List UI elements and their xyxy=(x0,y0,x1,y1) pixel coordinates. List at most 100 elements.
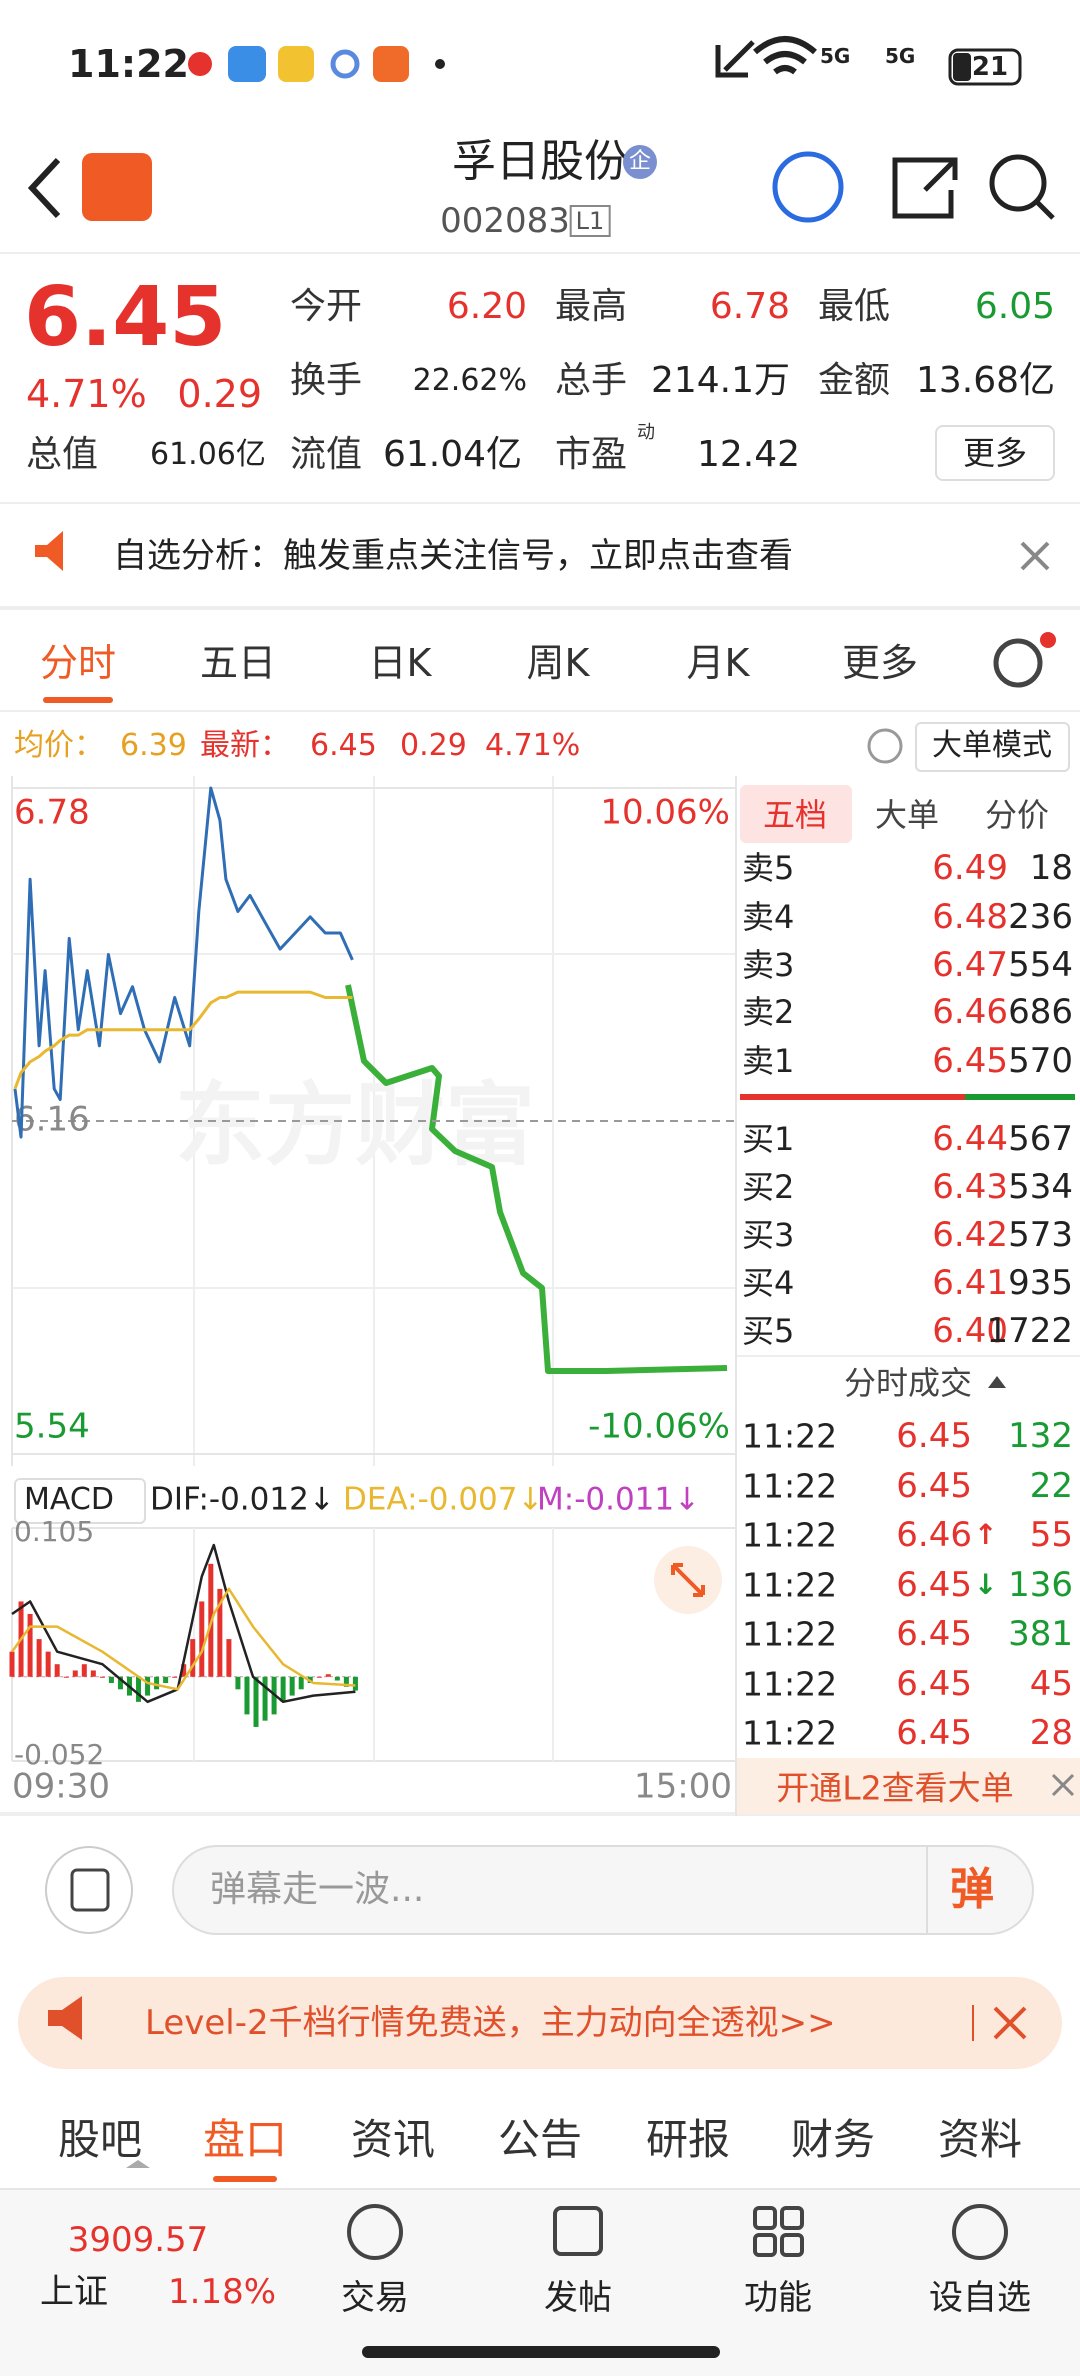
trade-time: 11:22 xyxy=(742,1466,838,1505)
bottom-tab[interactable]: 研报 xyxy=(645,2115,731,2164)
book-volume: 567 xyxy=(1008,1119,1073,1159)
macd-dif: DIF:-0.012↓ xyxy=(150,1481,335,1518)
bottom-tab[interactable]: 资讯 xyxy=(350,2115,436,2164)
more-button[interactable] xyxy=(935,425,1055,481)
comment-list-icon xyxy=(70,1868,110,1912)
macd-name[interactable]: MACD xyxy=(24,1482,114,1517)
macd-bar xyxy=(72,1670,78,1677)
x-tick-label: 15:00 xyxy=(634,1767,732,1807)
book-price: 6.46 xyxy=(932,992,1008,1032)
tab[interactable]: 月K xyxy=(686,641,750,685)
index-value[interactable]: 3909.57 xyxy=(67,2220,209,2260)
avg-value: 6.39 xyxy=(120,728,187,763)
change: 0.29 xyxy=(177,372,262,416)
trade-arrow: ↓ xyxy=(974,1567,998,1601)
field-value: 214.1万 xyxy=(650,360,790,401)
tab[interactable]: 分时 xyxy=(39,641,117,685)
tab[interactable]: 更多 xyxy=(841,641,919,685)
y-tick-label: 6.16 xyxy=(14,1100,90,1140)
footer-item[interactable]: 交易 xyxy=(341,2278,409,2318)
notice-text[interactable]: 自选分析：触发重点关注信号，立即点击查看 xyxy=(113,536,793,576)
field-label: 金额 xyxy=(818,360,891,401)
tab[interactable]: 周K xyxy=(526,641,590,685)
banner-text[interactable]: Level-2千档行情免费送，主力动向全透视>> xyxy=(145,2003,836,2043)
y2-tick-label: 10.06% xyxy=(600,793,730,833)
index-name: 上证 xyxy=(40,2272,108,2312)
book-label: 卖3 xyxy=(742,946,795,984)
more-button-text[interactable]: 更多 xyxy=(962,434,1028,472)
close-notice[interactable] xyxy=(1020,541,1050,571)
trade-volume: 45 xyxy=(1029,1663,1073,1704)
post-icon xyxy=(553,2206,603,2256)
stock-code: 002083 xyxy=(440,201,570,241)
bottom-tab[interactable]: 公告 xyxy=(497,2115,583,2164)
ai-button[interactable] xyxy=(772,151,844,223)
l2-bg xyxy=(737,1758,1080,1814)
book-price: 6.43 xyxy=(932,1167,1008,1207)
trade-volume: 136 xyxy=(1008,1564,1073,1605)
book-tab-active-bg[interactable] xyxy=(740,785,852,843)
line-series xyxy=(13,786,354,1139)
book-tab[interactable]: 大单 xyxy=(874,796,940,834)
book-volume: 935 xyxy=(1008,1263,1073,1303)
avg-label: 均价： xyxy=(14,728,104,763)
help-icon[interactable] xyxy=(867,728,903,764)
trade-volume: 381 xyxy=(1008,1614,1073,1654)
divider xyxy=(0,710,1080,712)
bottom-tab[interactable]: 盘口 xyxy=(202,2115,288,2164)
book-volume: 18 xyxy=(1029,848,1073,888)
tab[interactable]: 五日 xyxy=(199,641,277,685)
macd-bar xyxy=(289,1676,295,1696)
app-icon xyxy=(188,52,212,76)
bottom-tab[interactable]: 资料 xyxy=(937,2115,1023,2164)
field-value: 6.05 xyxy=(974,286,1055,327)
macd-m: M:-0.011↓ xyxy=(537,1481,701,1518)
bottom-tab[interactable]: 财务 xyxy=(790,2115,876,2164)
share-button[interactable] xyxy=(892,157,958,219)
field-value: 12.42 xyxy=(697,434,801,475)
settings-button[interactable] xyxy=(993,638,1043,688)
mode-text[interactable]: 大单模式 xyxy=(932,728,1052,763)
bottom-tab[interactable]: 股吧 xyxy=(57,2115,143,2164)
mode-button[interactable] xyxy=(915,722,1070,772)
book-label: 买3 xyxy=(742,1216,795,1254)
book-price: 6.47 xyxy=(932,945,1008,985)
trade-price: 6.45 xyxy=(896,1663,972,1704)
book-tab[interactable]: 五档 xyxy=(762,796,828,834)
comment-button[interactable]: 弹 xyxy=(950,1864,994,1915)
search-button[interactable] xyxy=(989,154,1047,212)
macd-bar xyxy=(298,1676,304,1690)
footer-item[interactable]: 功能 xyxy=(744,2278,812,2318)
book-volume: 554 xyxy=(1008,945,1073,985)
macd-select[interactable] xyxy=(14,1478,146,1524)
comment-placeholder[interactable]: 弹幕走一波... xyxy=(210,1869,425,1910)
field-label: 流值 xyxy=(290,434,363,475)
divider xyxy=(0,2188,1080,2190)
book-tab[interactable]: 分价 xyxy=(984,796,1050,834)
field-label: 市盈 xyxy=(555,434,628,475)
footer-item[interactable]: 设自选 xyxy=(929,2278,1031,2318)
banner-bg[interactable] xyxy=(18,1977,1062,2069)
index-arrow xyxy=(126,2160,150,2168)
watchlist-icon xyxy=(952,2204,1008,2260)
comment-input[interactable] xyxy=(172,1845,1034,1935)
book-price: 6.44 xyxy=(932,1119,1008,1159)
index-change: 1.18% xyxy=(168,2272,277,2312)
trade-time: 11:22 xyxy=(742,1614,838,1654)
book-volume: 570 xyxy=(1008,1041,1073,1081)
field-label: 总手 xyxy=(555,360,628,401)
stock-name: 孚日股份 xyxy=(452,136,628,187)
back-button[interactable] xyxy=(27,157,61,219)
field-value: 61.06亿 xyxy=(150,437,266,472)
l2-link[interactable]: 开通L2查看大单 xyxy=(776,1768,1014,1808)
tab[interactable]: 日K xyxy=(368,641,432,685)
trades-title: 分时成交 xyxy=(843,1364,973,1402)
book-label: 买2 xyxy=(742,1168,795,1206)
comment-icon[interactable] xyxy=(45,1846,133,1934)
close-l2[interactable] xyxy=(1051,1773,1075,1797)
close-banner[interactable] xyxy=(993,2006,1027,2040)
macd-bar xyxy=(235,1676,241,1690)
footer-item[interactable]: 发帖 xyxy=(544,2278,612,2318)
trade-volume: 55 xyxy=(1029,1515,1073,1555)
last-change-pct: 4.71% xyxy=(485,728,581,763)
